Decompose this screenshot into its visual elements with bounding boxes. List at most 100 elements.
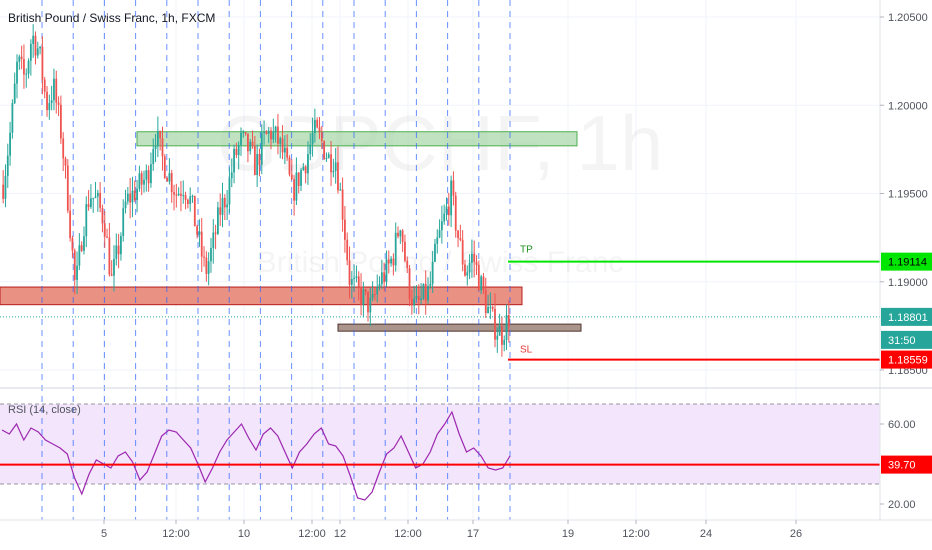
candle-body (304, 166, 307, 174)
candle-body (205, 257, 208, 274)
candles (2, 24, 510, 357)
candle-body (69, 210, 72, 239)
candle-body (29, 43, 32, 61)
candle-body (101, 207, 104, 224)
candle-body (454, 195, 457, 231)
time-tick-label: 19 (562, 528, 574, 540)
candle-body (108, 237, 111, 275)
current-price-tag (881, 307, 932, 326)
candle-body (235, 148, 238, 156)
candle-body (4, 175, 7, 199)
candle-body (163, 156, 166, 178)
candle-body (203, 256, 205, 258)
candle-body (401, 230, 404, 242)
time-axis[interactable]: 5 12:00 10 12:00 12 12:00 17 19 12:00 24 26 (101, 520, 802, 540)
candle-body (337, 162, 339, 191)
candle-body (53, 78, 55, 101)
candle-body (233, 148, 235, 173)
candle-body (410, 299, 413, 306)
candle-body (364, 289, 367, 292)
candle-body (376, 286, 379, 295)
time-tick-label: 17 (467, 528, 479, 540)
candle-body (78, 245, 81, 266)
candle-body (16, 61, 18, 84)
candle-body (260, 133, 263, 165)
zones[interactable] (0, 131, 582, 332)
candle-body (288, 157, 291, 175)
candle-body (214, 232, 217, 234)
candle-body (36, 48, 39, 56)
candle-body (189, 196, 192, 205)
zone-support[interactable] (0, 286, 523, 306)
price-tick-label: 1.20000 (888, 100, 928, 112)
chart-title: British Pound / Swiss Franc, 1h, FXCM (8, 11, 215, 25)
candle-body (230, 172, 233, 179)
tp-tag-label: 1.19114 (888, 257, 927, 269)
candle-body (383, 272, 386, 283)
time-tick-label: 12 (334, 528, 346, 540)
candle-body (76, 265, 78, 280)
candle-body (477, 264, 480, 291)
rsi-line (1, 410, 511, 501)
candle-body (311, 132, 314, 145)
candle-body (122, 208, 125, 237)
candle-body (18, 56, 21, 62)
candle-body (92, 197, 95, 199)
price-axis[interactable]: 1.205001.200001.195001.190001.185001.191… (880, 12, 932, 511)
candle-body (85, 204, 88, 237)
candle-body (150, 164, 152, 184)
candle-body (369, 297, 372, 313)
candle-body (507, 315, 510, 327)
candle-body (482, 276, 485, 290)
candle-body (94, 196, 97, 198)
candle-body (120, 236, 122, 255)
candle-body (380, 272, 383, 285)
candle-body (387, 259, 390, 264)
candle-body (228, 178, 231, 205)
candle-body (300, 170, 302, 186)
candle-body (140, 173, 143, 185)
candle-body (80, 245, 83, 251)
levels[interactable]: TP SL (0, 245, 880, 361)
time-tick-label: 5 (101, 528, 107, 540)
candle-body (438, 230, 441, 238)
time-tick-label: 10 (238, 528, 250, 540)
candle-body (166, 177, 168, 182)
candle-body (96, 192, 99, 197)
candle-body (286, 147, 289, 158)
candle-body (297, 172, 300, 186)
candle-body (290, 174, 293, 180)
candle-body (422, 283, 425, 299)
candle-body (41, 46, 44, 80)
candle-body (223, 197, 226, 208)
candle-body (175, 194, 178, 196)
candle-body (332, 171, 335, 173)
candle-body (113, 258, 115, 276)
time-tick-label: 12:00 (394, 528, 422, 540)
candle-body (237, 145, 240, 156)
candle-body (404, 241, 406, 261)
candle-body (452, 180, 455, 196)
candle-body (316, 120, 319, 128)
candle-body (431, 261, 434, 284)
candle-body (503, 339, 506, 345)
candle-body (399, 230, 402, 237)
zone-lower-support[interactable] (337, 323, 582, 332)
candle-body (420, 298, 422, 301)
zone-resistance[interactable] (136, 131, 578, 147)
candle-body (133, 190, 136, 201)
candle-body (406, 260, 409, 269)
candle-body (362, 289, 365, 305)
candle-body (378, 284, 381, 287)
candle-body (325, 157, 328, 159)
candle-body (221, 197, 224, 215)
candle-body (457, 230, 459, 239)
candle-body (251, 141, 254, 146)
candle-body (320, 132, 323, 142)
time-tick-label: 12:00 (298, 528, 326, 540)
candle-body (73, 250, 76, 280)
candle-body (23, 59, 25, 75)
candle-body (43, 79, 46, 92)
candle-body (295, 172, 298, 201)
